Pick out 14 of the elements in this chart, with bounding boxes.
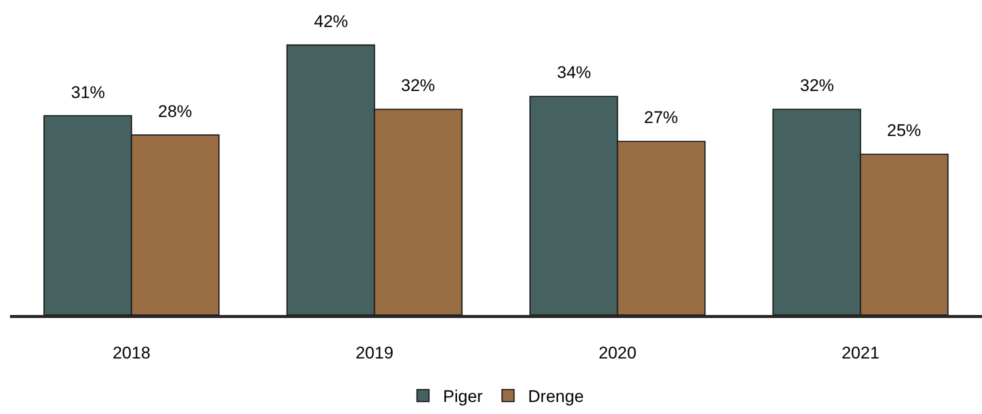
data-label: 32% (401, 76, 436, 95)
data-label: 31% (71, 83, 106, 102)
data-label: 34% (557, 63, 592, 82)
legend-label: Piger (443, 387, 484, 406)
x-tick-label: 2020 (598, 343, 636, 362)
data-label: 27% (644, 108, 678, 127)
data-label: 28% (158, 102, 192, 121)
x-tick-label: 2021 (842, 343, 880, 362)
x-tick-label: 2018 (112, 343, 150, 362)
x-tick-label: 2019 (356, 343, 394, 362)
data-label: 25% (887, 121, 922, 140)
data-label: 32% (800, 76, 834, 95)
data-label: 42% (314, 12, 348, 31)
legend-label: Drenge (528, 387, 584, 406)
